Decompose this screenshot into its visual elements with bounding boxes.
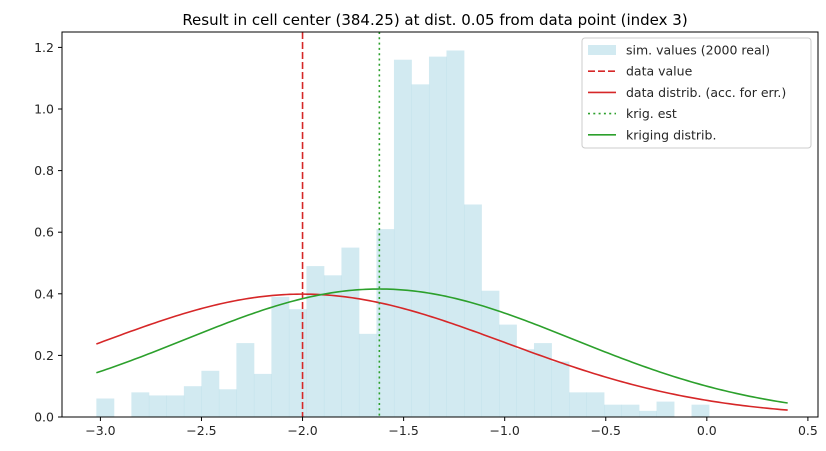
y-tick-label: 0.0 xyxy=(34,410,54,425)
y-axis: 0.0 0.2 0.4 0.6 0.8 1.0 1.2 xyxy=(34,40,62,425)
chart-title: Result in cell center (384.25) at dist. … xyxy=(182,11,687,29)
x-tick-label: −1.5 xyxy=(388,423,418,438)
histogram-bar xyxy=(131,392,150,417)
curves xyxy=(96,32,788,417)
x-tick-label: −3.0 xyxy=(85,423,115,438)
histogram-bar xyxy=(358,333,377,417)
histogram-bar xyxy=(236,343,255,417)
curve-kriging-distrib xyxy=(96,288,788,404)
x-tick-label: 0.5 xyxy=(798,423,818,438)
y-tick-label: 1.0 xyxy=(34,102,54,117)
histogram-bar xyxy=(463,204,482,417)
histogram-bar xyxy=(376,229,395,417)
legend-label: data distrib. (acc. for err.) xyxy=(626,85,786,100)
y-tick-label: 0.4 xyxy=(34,286,54,301)
histogram-bar xyxy=(271,296,290,417)
histogram-bar xyxy=(201,370,220,417)
histogram-bar xyxy=(533,343,552,417)
y-tick-label: 0.8 xyxy=(34,163,54,178)
histogram-bar xyxy=(148,395,167,417)
x-tick-label: −0.5 xyxy=(591,423,621,438)
y-tick-label: 0.2 xyxy=(34,348,54,363)
histogram-bar xyxy=(691,404,710,417)
legend-label: krig. est xyxy=(626,106,677,121)
legend-swatch xyxy=(588,45,616,55)
x-tick-label: −2.0 xyxy=(287,423,317,438)
x-tick-label: −1.0 xyxy=(490,423,520,438)
histogram-bars xyxy=(96,50,710,418)
legend-label: sim. values (2000 real) xyxy=(626,43,770,58)
histogram-bar xyxy=(393,59,412,417)
histogram-bar xyxy=(306,266,325,417)
x-tick-label: 0.0 xyxy=(697,423,717,438)
histogram-bar xyxy=(639,410,657,417)
x-axis: −3.0 −2.5 −2.0 −1.5 −1.0 −0.5 0.0 0.5 xyxy=(85,417,818,438)
legend: sim. values (2000 real) data value data di… xyxy=(581,37,812,149)
histogram-bar xyxy=(604,404,622,417)
curve-data-distrib-acc-for-err xyxy=(96,293,788,411)
histogram-bar xyxy=(498,324,517,417)
histogram-bar xyxy=(428,56,447,417)
histogram-bar xyxy=(288,309,307,417)
histogram-bar xyxy=(621,404,640,417)
legend-frame xyxy=(581,37,812,149)
histogram-bar xyxy=(411,84,430,418)
histogram-bar xyxy=(341,247,360,417)
histogram-bar xyxy=(551,361,570,417)
histogram-bar xyxy=(656,401,675,417)
histogram-bar xyxy=(96,398,115,417)
legend-label: kriging distrib. xyxy=(626,127,716,142)
histogram-bar xyxy=(481,290,500,417)
histogram-bar xyxy=(323,275,342,417)
legend-label: data value xyxy=(626,64,693,79)
histogram-bar xyxy=(586,392,605,417)
x-tick-label: −2.5 xyxy=(186,423,216,438)
histogram-bar xyxy=(183,386,202,417)
histogram-bar xyxy=(569,392,587,417)
axes-frame xyxy=(61,31,819,418)
histogram-bar xyxy=(253,373,272,417)
histogram-bar xyxy=(446,50,465,417)
histogram-bar xyxy=(166,395,185,417)
histogram-bar xyxy=(516,349,535,417)
y-tick-label: 1.2 xyxy=(34,40,54,55)
y-tick-label: 0.6 xyxy=(34,225,54,240)
histogram-bar xyxy=(218,389,237,417)
